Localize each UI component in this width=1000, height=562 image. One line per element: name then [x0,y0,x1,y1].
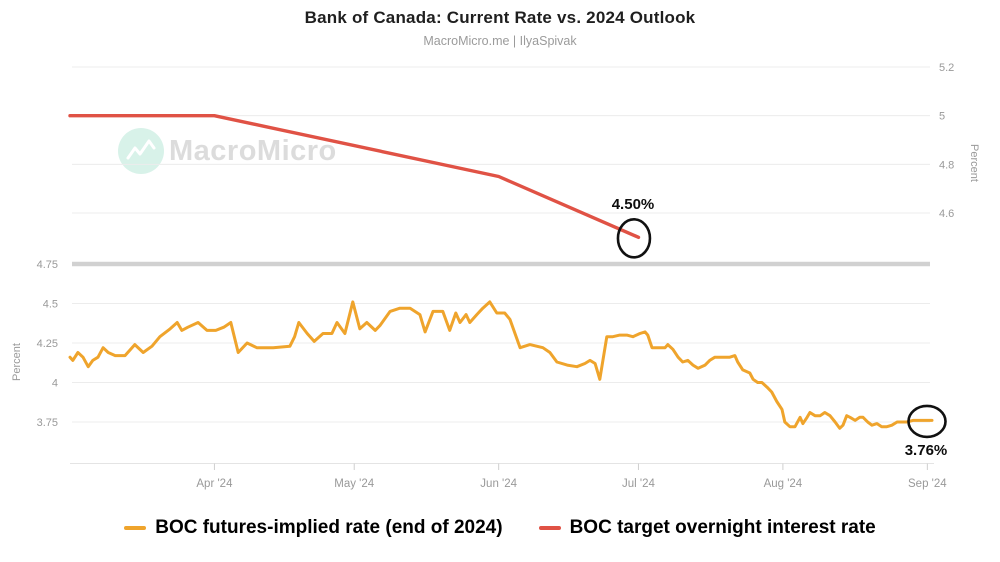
series-line-futures [68,300,934,430]
y-axis-tick-label-left: 4.5 [43,299,58,311]
series-line-target [68,113,641,240]
y-axis-tick-label-left: 4 [52,378,58,390]
legend: BOC futures-implied rate (end of 2024) B… [0,517,1000,539]
page-subtitle: MacroMicro.me | IlyaSpivak [423,34,577,48]
y-axis-tick-label-left: 4.25 [37,338,58,350]
x-axis-tick-label: Aug '24 [764,478,803,490]
page-title: Bank of Canada: Current Rate vs. 2024 Ou… [304,8,696,27]
legend-label-futures: BOC futures-implied rate (end of 2024) [155,517,503,538]
x-axis-tick-label: Jul '24 [622,478,655,490]
legend-label-target: BOC target overnight interest rate [569,517,876,538]
watermark-text: MacroMicro [169,134,337,167]
y-axis-tick-label-left: 3.75 [37,417,58,429]
annotation-circle-target [616,218,652,259]
annotation-label-target-rate: 4.50% [611,196,655,213]
macromicro-watermark: MacroMicro [118,128,337,174]
y-axis-tick-label-right: 5 [939,111,945,123]
legend-item-target[interactable]: BOC target overnight interest rate [538,517,876,539]
y-axis-tick-label-left: 4.75 [37,259,58,271]
legend-item-futures[interactable]: BOC futures-implied rate (end of 2024) [124,517,503,539]
x-axis-tick-label: Sep '24 [908,478,947,490]
annotation-circle-futures [907,404,947,439]
y-axis-title-right: Percent [968,144,980,182]
legend-dash-futures-icon [124,526,147,530]
y-axis-tick-label-right: 4.6 [939,208,954,220]
y-axis-title-left: Percent [11,343,23,381]
y-axis-tick-label-right: 4.8 [939,159,954,171]
macromicro-logo-icon [118,128,164,174]
x-axis-tick-label: Apr '24 [196,478,233,490]
x-axis-tick-label: May '24 [334,478,375,490]
legend-dash-target-icon [538,526,561,530]
x-axis-tick-label: Jun '24 [480,478,517,490]
y-axis-tick-label-right: 5.2 [939,62,954,74]
annotation-label-futures-rate: 3.76% [904,442,948,459]
